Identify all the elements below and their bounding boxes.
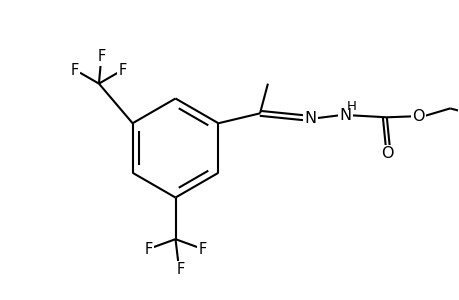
Text: N: N [304,111,316,126]
Text: F: F [98,50,106,64]
Text: O: O [381,146,393,161]
Text: F: F [176,262,184,278]
Text: F: F [144,242,152,256]
Text: F: F [198,242,206,256]
Text: F: F [71,63,79,78]
Text: H: H [347,100,356,113]
Text: O: O [411,109,424,124]
Text: F: F [118,63,127,78]
Text: N: N [338,108,351,123]
